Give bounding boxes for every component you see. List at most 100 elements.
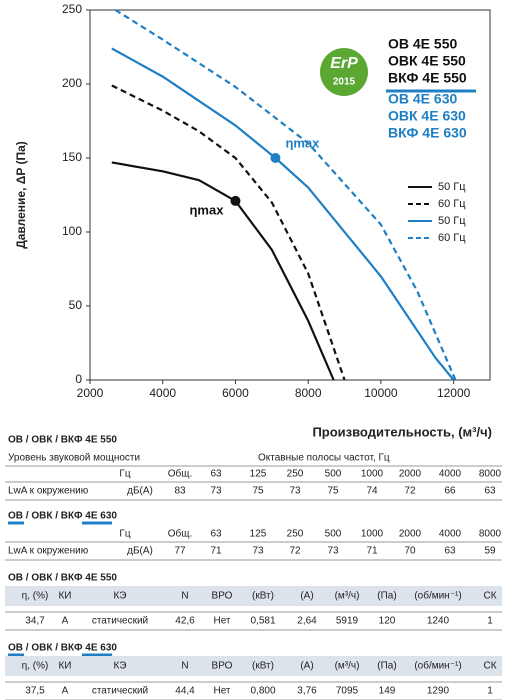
badge-text: ErP <box>330 55 358 72</box>
legend-label: 60 Гц <box>438 198 466 210</box>
table-cell: 1290 <box>427 686 450 697</box>
table-cell: 37,5 <box>25 686 45 697</box>
table-cell: 59 <box>484 546 496 557</box>
table-header-cell: 250 <box>287 469 304 480</box>
plot-frame <box>89 9 491 381</box>
table-cell: 75 <box>252 486 264 497</box>
table-header-cell: N <box>181 661 188 672</box>
table-cell: LwA к окружению <box>8 486 89 497</box>
legend-label: 50 Гц <box>438 215 466 227</box>
table-cell: 73 <box>210 486 222 497</box>
y-tick-label: 200 <box>62 76 82 90</box>
table-title: ОВ / ОВК / ВКФ 4Е 630 <box>8 643 117 654</box>
table-cell: 71 <box>210 546 222 557</box>
table-cell: 0,581 <box>250 616 275 627</box>
model-label: ВКФ 4Е 550 <box>388 70 467 86</box>
table-cell: 72 <box>404 486 416 497</box>
header-band <box>5 586 502 606</box>
table-cell: 77 <box>174 546 186 557</box>
y-tick-label: 250 <box>62 2 82 16</box>
x-tick-label: 6000 <box>222 386 249 400</box>
table-cell: дБ(А) <box>127 486 153 497</box>
badge: ErP 2015 <box>320 48 368 96</box>
header-band <box>5 656 502 676</box>
table-cell: 63 <box>444 546 456 557</box>
table-header-cell: 4000 <box>439 529 462 540</box>
table-header-cell: ВРО <box>212 661 233 672</box>
table-header-cell: 8000 <box>479 469 502 480</box>
table-header-cell: Гц <box>119 469 130 480</box>
eta-max-label: ηmax <box>189 202 224 217</box>
table-cell: 71 <box>366 546 378 557</box>
table-header-cell: 2000 <box>399 529 422 540</box>
table-header-cell: (Па) <box>377 661 396 672</box>
table-header-cell: 63 <box>210 529 222 540</box>
x-tick-label: 2000 <box>77 386 104 400</box>
y-tick-label: 100 <box>62 224 82 238</box>
table-cell: А <box>62 616 69 627</box>
table-cell: 1 <box>487 616 493 627</box>
y-tick-label: 150 <box>62 150 82 164</box>
table-header-cell: (А) <box>300 661 313 672</box>
table-header-cell: η, (%) <box>22 661 49 672</box>
table-caption: Октавные полосы частот, Гц <box>258 453 390 464</box>
table-cell: 73 <box>252 546 264 557</box>
badge-circle <box>320 48 368 96</box>
table-header-cell: 63 <box>210 469 222 480</box>
table-cell: 7095 <box>336 686 359 697</box>
y-tick-label: 50 <box>69 298 83 312</box>
table-header-cell: (м³/ч) <box>335 591 360 602</box>
table-cell: дБ(А) <box>127 546 153 557</box>
model-label: ВКФ 4Е 630 <box>388 125 467 141</box>
table-header-cell: Общ. <box>168 468 193 480</box>
table-cell: А <box>62 686 69 697</box>
table-header-cell: 4000 <box>439 469 462 480</box>
table-cell: LwA к окружению <box>8 546 89 557</box>
table-cell: 74 <box>366 486 378 497</box>
table-cell: 66 <box>444 486 456 497</box>
table-header-cell: (кВт) <box>252 591 274 602</box>
table-header-cell: 8000 <box>479 529 502 540</box>
table-header-cell: ВРО <box>212 591 233 602</box>
table-cell: 70 <box>404 546 416 557</box>
x-tick-label: 4000 <box>149 386 176 400</box>
model-label: ОВ 4Е 550 <box>388 36 457 52</box>
table-title: ОВ / ОВК / ВКФ 4Е 550 <box>8 435 117 446</box>
table-cell: 120 <box>379 616 396 627</box>
x-tick-label: 10000 <box>364 386 398 400</box>
table-header-cell: КЭ <box>113 661 126 672</box>
table-header-cell: 1000 <box>361 529 384 540</box>
table-header-cell: Общ. <box>168 528 193 540</box>
table-header-cell: 500 <box>325 469 342 480</box>
table-header-cell: (об/мин⁻¹) <box>414 590 461 602</box>
table-header-cell: КЭ <box>113 591 126 602</box>
badge-year: 2015 <box>333 77 356 88</box>
y-tick-label: 0 <box>75 372 82 386</box>
eta-max-point <box>270 153 281 163</box>
x-axis-label: Производительность, (м³/ч) <box>312 424 492 439</box>
table-cell: 34,7 <box>25 616 45 627</box>
table-cell: 72 <box>289 546 301 557</box>
table-header-cell: (А) <box>300 591 313 602</box>
table-header-cell: 125 <box>250 529 267 540</box>
table-header-cell: СК <box>483 591 496 602</box>
table-cell: 73 <box>327 546 339 557</box>
legend-label: 60 Гц <box>438 232 466 244</box>
table-cell: 3,76 <box>297 686 317 697</box>
table-header-cell: 250 <box>287 529 304 540</box>
table-header-cell: (Па) <box>377 591 396 602</box>
eta-max-label: ηmax <box>285 135 320 150</box>
table-header-cell: СК <box>483 661 496 672</box>
legend-label: 50 Гц <box>438 181 466 193</box>
series-line <box>114 9 457 381</box>
model-label: ОВК 4Е 550 <box>388 53 466 69</box>
table-header-cell: (об/мин⁻¹) <box>414 660 461 672</box>
y-axis-label: Давление, ΔP (Па) <box>14 141 28 249</box>
table-caption: Уровень звуковой мощности <box>8 453 140 464</box>
table-cell: статический <box>92 616 148 627</box>
table-cell: 1 <box>487 686 493 697</box>
table-cell: Нет <box>213 616 230 627</box>
table-header-cell: 2000 <box>399 469 422 480</box>
